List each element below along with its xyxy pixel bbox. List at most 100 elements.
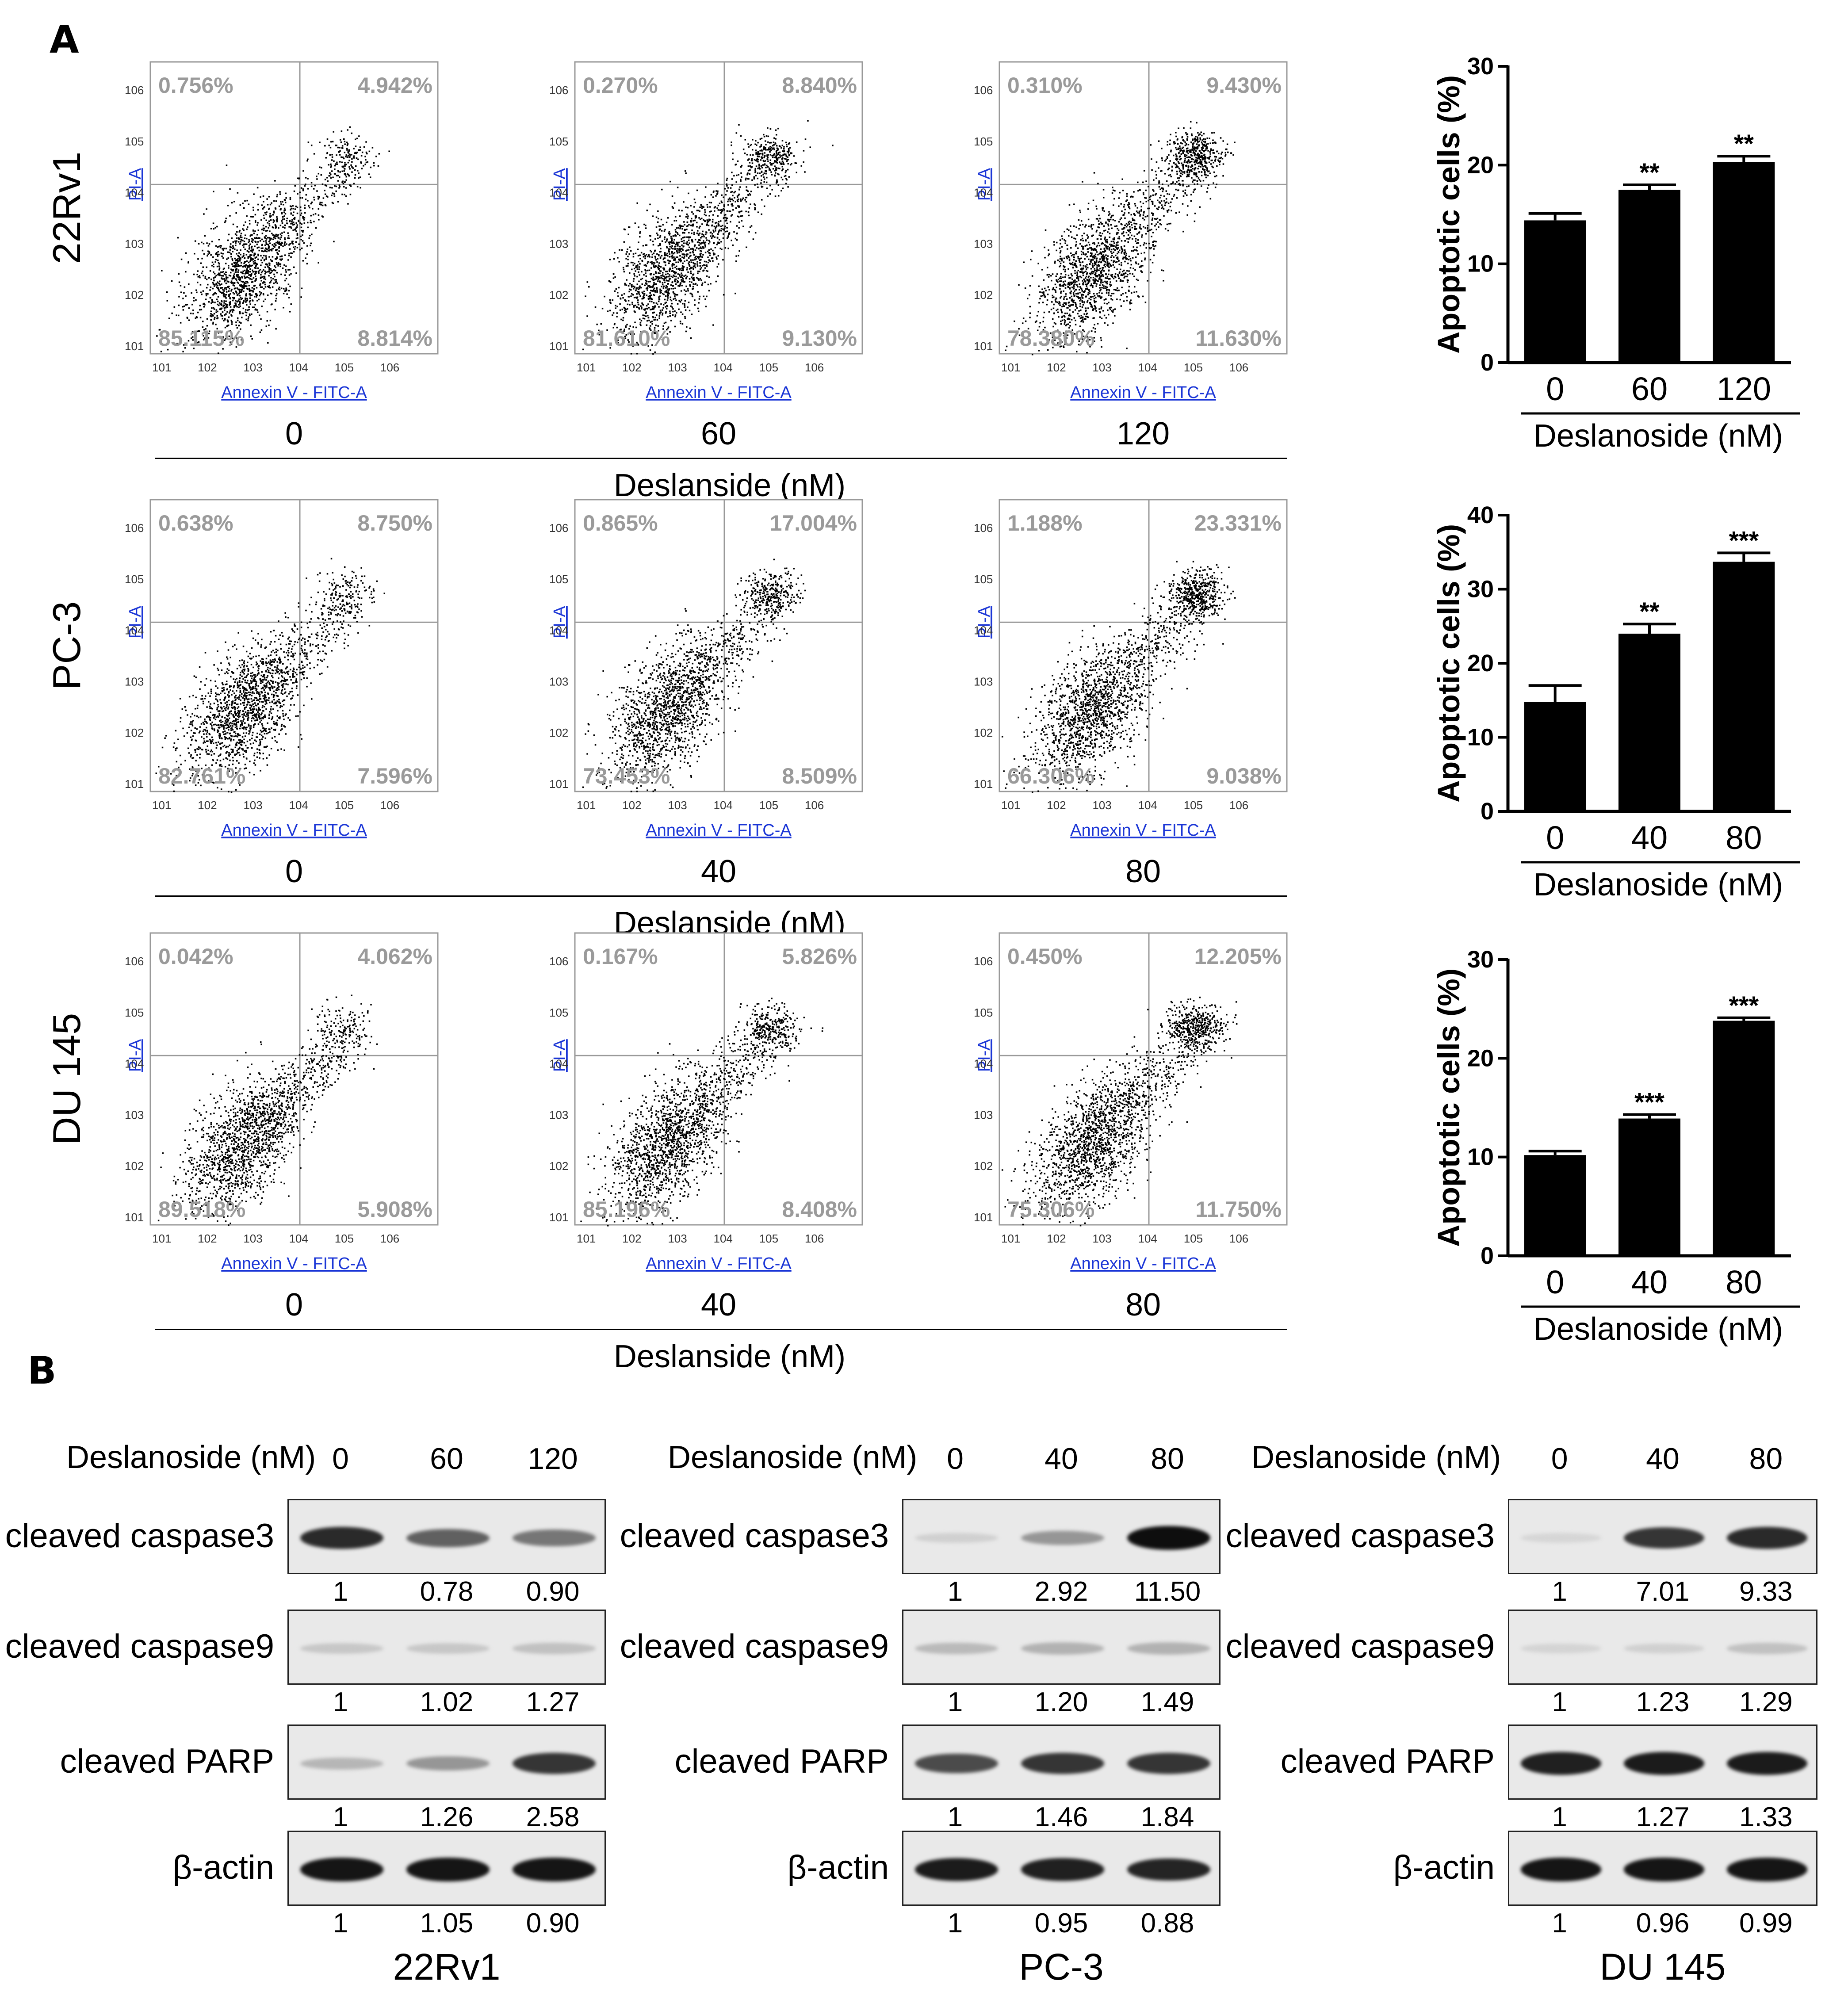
bar — [1524, 702, 1586, 811]
dose-label: 0 — [285, 416, 303, 451]
quadrant-percentage: 85.196% — [583, 1197, 670, 1222]
protein-band — [915, 1642, 998, 1655]
error-bar — [1528, 684, 1582, 702]
protein-band — [1520, 1643, 1601, 1654]
x-tick-label: 104 — [714, 361, 733, 374]
x-tick-label: 0 — [1546, 819, 1564, 856]
y-tick-label: 20 — [1467, 650, 1494, 677]
quadrant-percentage: 11.750% — [1195, 1197, 1282, 1222]
y-tick-label: 102 — [974, 288, 993, 302]
y-axis-label: PI-A — [975, 1039, 994, 1072]
x-axis-label: Annexin V - FITC-A — [646, 821, 792, 840]
y-tick-label: 103 — [549, 237, 568, 250]
protein-band — [1127, 1753, 1210, 1774]
band-quant-value: 1 — [333, 1802, 348, 1832]
dose-axis-rule — [155, 458, 1287, 459]
protein-band — [1624, 1643, 1704, 1654]
significance-mark: *** — [1729, 991, 1759, 1020]
quadrant-percentage: 85.115% — [158, 326, 245, 351]
quadrant-percentage: 8.814% — [357, 326, 432, 351]
x-tick-label: 101 — [152, 361, 171, 374]
scatter-events — [1001, 561, 1236, 793]
bar — [1618, 634, 1680, 811]
x-tick-label: 105 — [1184, 799, 1203, 812]
y-tick-label: 105 — [549, 573, 568, 586]
protein-band — [915, 1858, 998, 1881]
y-tick-label: 10 — [1467, 1144, 1494, 1170]
y-tick-label: 104 — [974, 186, 993, 199]
y-tick-label: 30 — [1467, 946, 1494, 973]
x-tick-label: 106 — [805, 361, 824, 374]
y-tick-label: 106 — [549, 521, 568, 535]
x-tick-label: 101 — [1001, 799, 1020, 812]
y-tick-label: 102 — [125, 1159, 144, 1173]
quadrant-percentage: 0.167% — [583, 944, 658, 969]
quadrant-percentage: 5.908% — [357, 1197, 432, 1222]
x-tick-label: 105 — [759, 1232, 778, 1245]
x-tick-label: 104 — [1138, 361, 1157, 374]
x-tick-label: 105 — [335, 361, 354, 374]
x-tick-label: 103 — [1092, 1232, 1111, 1245]
protein-band — [1021, 1530, 1104, 1545]
y-tick-label: 103 — [549, 675, 568, 688]
x-tick-label: 104 — [714, 799, 733, 812]
quadrant-percentage: 89.518% — [158, 1197, 245, 1222]
x-axis-label: Annexin V - FITC-A — [646, 383, 792, 402]
x-tick-label: 101 — [577, 361, 596, 374]
x-tick-label: 103 — [668, 799, 687, 812]
blot-strip — [902, 1499, 1221, 1574]
y-tick-label: 103 — [974, 675, 993, 688]
band-quant-value: 1 — [947, 1908, 963, 1939]
flow-scatter-plot: 0.638% 8.750% 82.761% 7.596% PI-A 101 101 102 10… — [125, 499, 439, 840]
dose-label: 40 — [700, 854, 737, 889]
y-tick-label: 102 — [125, 726, 144, 739]
x-tick-label: 60 — [1631, 371, 1668, 407]
quadrant-percentage: 5.826% — [782, 944, 857, 969]
protein-label: cleaved caspase3 — [5, 1517, 274, 1555]
protein-band — [513, 1643, 596, 1654]
x-axis-label: Annexin V - FITC-A — [221, 1254, 367, 1273]
x-tick-label: 0 — [1546, 1264, 1564, 1300]
y-tick-label: 103 — [125, 675, 144, 688]
band-quant-value: 1 — [1552, 1687, 1567, 1717]
x-tick-label: 102 — [198, 361, 217, 374]
blot-strip — [902, 1831, 1221, 1906]
y-axis-label: PI-A — [551, 168, 569, 201]
x-tick-label: 106 — [805, 799, 824, 812]
x-tick-label: 102 — [198, 799, 217, 812]
flow-scatter-plot: 0.450% 12.205% 75.306% 11.750% PI-A 101 101 102… — [974, 932, 1288, 1273]
x-tick-label: 103 — [1092, 361, 1111, 374]
dose-label: 0 — [285, 1287, 303, 1323]
flow-scatter-plot: 1.188% 23.331% 66.306% 9.038% PI-A 101 101 102 1… — [974, 499, 1288, 840]
scatter-events — [582, 120, 834, 355]
y-tick-label: 106 — [549, 84, 568, 97]
cell-line-label: PC-3 — [1019, 1946, 1104, 1988]
y-tick-label: 104 — [549, 1057, 568, 1071]
y-tick-label: 103 — [549, 1108, 568, 1121]
band-quant-value: 1.49 — [1140, 1687, 1194, 1717]
band-quant-value: 2.92 — [1034, 1576, 1088, 1607]
protein-label: β-actin — [1393, 1849, 1495, 1886]
y-tick-label: 102 — [549, 1159, 568, 1173]
y-tick-label: 30 — [1467, 576, 1494, 603]
flow-scatter-plot: 0.270% 8.840% 81.610% 9.130% PI-A 101 101 102 10… — [549, 61, 863, 402]
protein-band — [1127, 1526, 1210, 1550]
y-tick-label: 105 — [549, 1006, 568, 1019]
y-tick-label: 101 — [125, 340, 144, 353]
x-tick-label: 103 — [243, 1232, 262, 1245]
quadrant-percentage: 8.408% — [782, 1197, 857, 1222]
x-axis-label: Annexin V - FITC-A — [1070, 821, 1216, 840]
y-axis-label: PI-A — [126, 168, 145, 201]
y-tick-label: 0 — [1481, 798, 1494, 825]
y-tick-label: 30 — [1467, 53, 1494, 80]
significance-mark: ** — [1734, 130, 1754, 158]
y-tick-label: 104 — [974, 1057, 993, 1071]
band-quant-value: 0.90 — [526, 1576, 580, 1607]
protein-label: cleaved PARP — [60, 1743, 274, 1780]
band-quant-value: 0.95 — [1034, 1908, 1088, 1939]
x-tick-label: 101 — [152, 1232, 171, 1245]
y-tick-label: 102 — [125, 288, 144, 302]
protein-band — [1127, 1858, 1210, 1881]
